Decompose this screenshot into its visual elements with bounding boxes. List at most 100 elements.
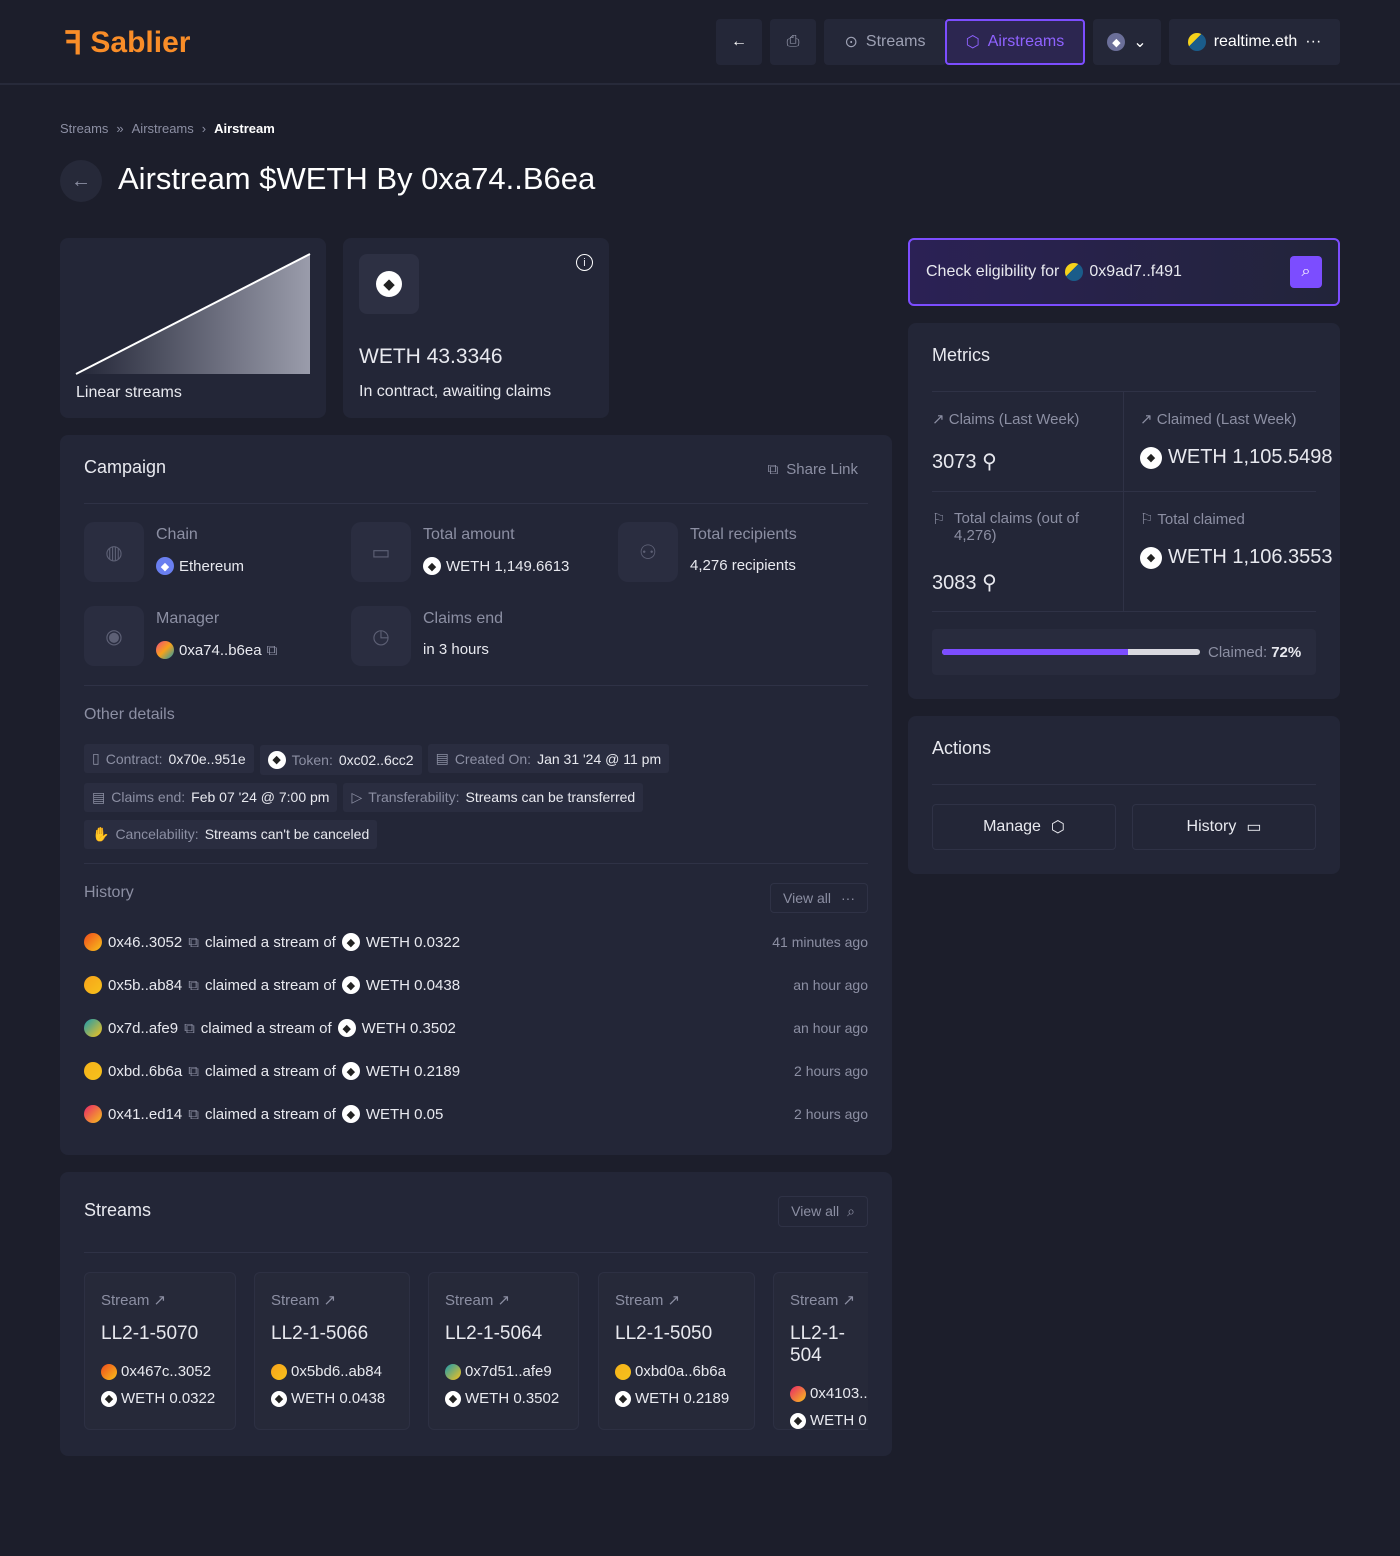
share-link-button[interactable]: ⧉ Share Link (767, 461, 858, 478)
streams-title: Streams (84, 1200, 152, 1220)
copy-icon[interactable]: ⧉ (188, 1062, 199, 1080)
history-button[interactable]: History ▭ (1132, 804, 1316, 850)
arrow-left-icon: ← (731, 33, 747, 50)
weth-icon: ◆ (341, 1062, 360, 1080)
history-row: 0x41..ed14 ⧉ claimed a stream of ◆ WETH 0.05… (84, 1105, 868, 1123)
campaign-title: Campaign (84, 457, 167, 477)
info-icon[interactable]: i (576, 254, 593, 271)
back-button[interactable]: ← (60, 160, 102, 202)
breadcrumb-streams[interactable]: Streams (60, 121, 109, 136)
weth-icon: ◆ (341, 976, 360, 994)
copy-icon[interactable]: ⧉ (188, 933, 199, 951)
avatar (1187, 33, 1206, 51)
linear-shape-graphic (75, 253, 311, 375)
account-button[interactable]: realtime.eth ··· (1169, 19, 1340, 65)
nav-streams[interactable]: ⊙ Streams (824, 19, 946, 65)
history-address[interactable]: 0x41..ed14 (108, 1105, 183, 1123)
history-view-all-button[interactable]: View all ··· (770, 883, 868, 913)
flag-icon: ⚐ (932, 511, 946, 528)
calendar-icon: ▤ (435, 750, 449, 766)
page-title: Airstream $WETH By 0xa74..B6ea (118, 161, 596, 196)
stream-card[interactable]: Stream ↗ LL2-1-5070 0x467c..3052 ◆ WETH 0.03… (84, 1272, 236, 1430)
stream-card[interactable]: Stream ↗ LL2-1-5066 0x5bd6..ab84 ◆ WETH 0.04… (254, 1272, 410, 1430)
stream-card[interactable]: Stream ↗ LL2-1-5050 0xbd0a..6b6a ◆ WETH 0.21… (598, 1272, 755, 1430)
streams-view-all-button[interactable]: View all ⌕ (778, 1196, 868, 1227)
chain-selector[interactable]: ◆ ⌄ (1093, 19, 1161, 65)
progress-fill (942, 649, 1128, 655)
cube-icon: ⬡ (965, 34, 980, 51)
history-time: 41 minutes ago (772, 934, 868, 950)
stream-recipient: 0x4103.. (790, 1385, 868, 1402)
back-button[interactable]: ← (716, 19, 762, 65)
history-action: claimed a stream of (204, 1062, 336, 1080)
balance-card: ◆ i WETH 43.3346 In contract, awaiting c… (343, 238, 609, 418)
archive-icon: ▭ (1246, 819, 1262, 836)
breadcrumb: Streams» Airstreams › Airstream (60, 121, 275, 136)
stream-recipient: 0x5bd6..ab84 (271, 1363, 393, 1380)
external-arrow-icon: ↗ (842, 1292, 856, 1309)
stream-label: Stream ↗ (790, 1292, 856, 1309)
stream-label: Stream ↗ (101, 1292, 167, 1309)
detail-claims-end: ▤ Claims end: Feb 07 '24 @ 7:00 pm (84, 782, 338, 812)
weth-icon: ◆ (423, 557, 441, 575)
weth-icon: ◆ (341, 933, 360, 951)
weth-icon: ◆ (1140, 546, 1162, 569)
check-eligibility-input[interactable]: Check eligibility for 0x9ad7..f491 ⌕ (908, 238, 1340, 306)
actions-title: Actions (932, 738, 992, 758)
copy-icon[interactable]: ⧉ (188, 1105, 199, 1123)
detail-contract[interactable]: ▯ Contract: 0x70e..951e (84, 744, 254, 773)
history-address[interactable]: 0x7d..afe9 (108, 1019, 179, 1037)
search-icon: ⌕ (1301, 263, 1311, 280)
avatar (101, 1363, 117, 1380)
history-time: an hour ago (793, 1020, 868, 1036)
external-arrow-icon: ↗ (153, 1292, 167, 1309)
detail-token[interactable]: ◆ Token: 0xc02..6cc2 (259, 744, 422, 775)
stream-card[interactable]: Stream ↗ LL2-1-504 0x4103.. ◆ WETH 0 (773, 1272, 868, 1430)
inbox-button[interactable]: ⎙ (770, 19, 816, 65)
history-time: 2 hours ago (794, 1063, 868, 1079)
avatar (156, 641, 174, 659)
history-amount: WETH 0.3502 (361, 1019, 456, 1037)
history-row: 0x46..3052 ⧉ claimed a stream of ◆ WETH 0.03… (84, 933, 868, 951)
users-icon: ⚇ (618, 522, 678, 582)
breadcrumb-airstreams[interactable]: Airstreams (131, 121, 194, 136)
copy-icon[interactable]: ⧉ (188, 976, 199, 994)
history-row: 0xbd..6b6a ⧉ claimed a stream of ◆ WETH 0.21… (84, 1062, 868, 1080)
copy-icon[interactable]: ⧉ (184, 1019, 195, 1037)
metrics-title: Metrics (932, 345, 990, 365)
avatar (1065, 263, 1084, 281)
stream-id: LL2-1-5066 (271, 1323, 369, 1344)
stream-label: Stream ↗ (271, 1292, 337, 1309)
history-address[interactable]: 0x5b..ab84 (108, 976, 183, 994)
history-time: 2 hours ago (794, 1106, 868, 1122)
detail-cancelability: ✋ Cancelability: Streams can't be canceled (84, 819, 378, 849)
external-arrow-icon: ↗ (497, 1292, 511, 1309)
sablier-logo[interactable]: ꟻ Sablier (64, 25, 191, 61)
external-arrow-icon: ↗ (667, 1292, 681, 1309)
nav-airstreams[interactable]: ⬡ Airstreams (945, 19, 1085, 65)
hand-icon: ✋ (92, 825, 110, 842)
search-button[interactable]: ⌕ (1290, 256, 1322, 288)
stream-amount: ◆ WETH 0.3502 (445, 1390, 562, 1407)
history-action: claimed a stream of (200, 1019, 332, 1037)
user-icon: ⚲ (982, 451, 997, 473)
globe-icon: ◍ (84, 522, 144, 582)
history-address[interactable]: 0xbd..6b6a (108, 1062, 183, 1080)
history-row: 0x5b..ab84 ⧉ claimed a stream of ◆ WETH 0.04… (84, 976, 868, 994)
stream-id: LL2-1-5050 (615, 1323, 713, 1344)
inbox-icon: ⎙ (786, 33, 800, 50)
history-action: claimed a stream of (204, 1105, 336, 1123)
avatar (84, 1062, 102, 1080)
history-address[interactable]: 0x46..3052 (108, 933, 183, 951)
copy-icon[interactable]: ⧉ (266, 641, 278, 659)
stream-recipient: 0x467c..3052 (101, 1363, 219, 1380)
history-action: claimed a stream of (204, 976, 336, 994)
balance-label: In contract, awaiting claims (359, 383, 552, 400)
stream-amount: ◆ WETH 0.2189 (615, 1390, 738, 1407)
stream-card[interactable]: Stream ↗ LL2-1-5064 0x7d51..afe9 ◆ WETH 0.35… (428, 1272, 579, 1430)
ethereum-icon: ◆ (156, 557, 174, 575)
manage-button[interactable]: Manage ⬡ (932, 804, 1116, 850)
stream-id: LL2-1-5064 (445, 1323, 543, 1344)
avatar (271, 1363, 287, 1380)
history-title: History (84, 884, 134, 901)
